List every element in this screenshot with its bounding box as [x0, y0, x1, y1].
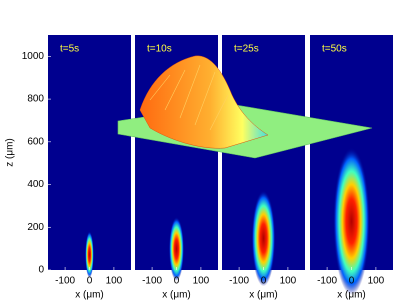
- x-tick-label: 0: [87, 276, 93, 287]
- y-tick-label: 1000: [22, 51, 45, 62]
- y-tick-label: 800: [27, 94, 44, 105]
- x-tick-label: 100: [280, 276, 297, 287]
- x-axis-label: x (μm): [249, 290, 278, 301]
- heatmap-background: [48, 35, 131, 270]
- surface-bump: [139, 55, 269, 149]
- x-tick-label: -100: [142, 276, 162, 287]
- intensity-blob: [168, 216, 185, 281]
- x-tick-label: -100: [55, 276, 75, 287]
- panel-title: t=5s: [60, 44, 79, 55]
- surface-mesh: [149, 64, 229, 131]
- x-tick-label: 0: [349, 276, 355, 287]
- intensity-blob: [85, 231, 94, 278]
- intensity-blob: [333, 147, 370, 295]
- intensity-blob: [251, 190, 276, 287]
- panel-title: t=25s: [234, 44, 259, 55]
- y-axis-label: z (μm): [5, 138, 16, 167]
- x-tick-label: -100: [317, 276, 337, 287]
- panel-title: t=50s: [322, 44, 347, 55]
- x-tick-label: 100: [106, 276, 123, 287]
- y-tick-label: 0: [38, 265, 44, 276]
- x-tick-label: 100: [368, 276, 385, 287]
- x-axis-label: x (μm): [162, 290, 191, 301]
- x-axis-label: x (μm): [75, 290, 104, 301]
- x-tick-label: 100: [193, 276, 210, 287]
- surface-3d: [117, 55, 373, 159]
- y-tick-label: 400: [27, 179, 44, 190]
- panel-title: t=10s: [147, 44, 172, 55]
- x-tick-label: 0: [261, 276, 267, 287]
- x-axis-label: x (μm): [337, 290, 366, 301]
- y-tick-label: 200: [27, 222, 44, 233]
- y-tick-label: 600: [27, 136, 44, 147]
- x-tick-label: -100: [229, 276, 249, 287]
- x-tick-label: 0: [174, 276, 180, 287]
